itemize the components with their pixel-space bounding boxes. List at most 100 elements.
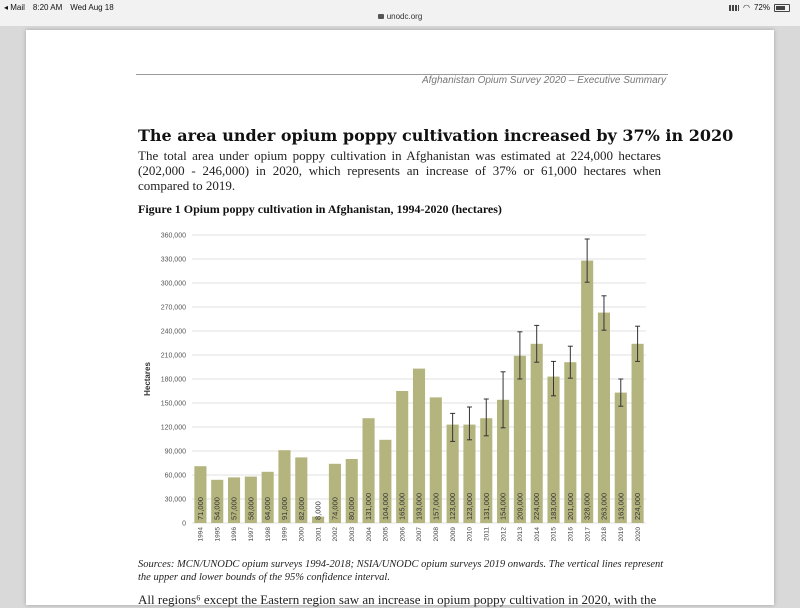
x-tick-label: 1998 (265, 527, 272, 542)
bar (614, 392, 627, 523)
value-label: 154,000 (499, 493, 508, 520)
y-tick-label: 180,000 (161, 377, 186, 384)
ios-status-bar: ◂ Mail 8:20 AM Wed Aug 18 unodc.org ◠ 72… (0, 0, 800, 26)
back-to-mail-link[interactable]: ◂ Mail (4, 3, 25, 12)
x-tick-label: 2014 (534, 527, 541, 542)
figure-title: Figure 1 Opium poppy cultivation in Afgh… (138, 202, 502, 216)
y-tick-label: 0 (182, 521, 186, 528)
status-time: 8:20 AM (32, 3, 63, 12)
bar (581, 260, 594, 523)
x-tick-label: 1996 (231, 527, 238, 542)
figure-sources: Sources: MCN/UNODC opium surveys 1994-20… (138, 559, 664, 583)
y-axis-label: Hectares (143, 362, 152, 396)
value-label: 91,000 (280, 497, 289, 520)
value-label: 163,000 (616, 493, 625, 520)
x-tick-label: 2019 (618, 527, 625, 542)
x-tick-label: 2007 (416, 527, 423, 542)
bar (211, 479, 224, 523)
status-date: Wed Aug 18 (70, 3, 114, 12)
x-tick-label: 1995 (214, 527, 221, 542)
x-tick-label: 2001 (315, 527, 322, 542)
x-tick-label: 2017 (584, 527, 591, 542)
bar (362, 418, 375, 523)
section-heading: The area under opium poppy cultivation i… (138, 126, 734, 145)
bar (547, 376, 560, 523)
battery-percent: 72% (753, 3, 770, 12)
x-tick-label: 2005 (383, 527, 390, 542)
x-tick-label: 1997 (248, 527, 255, 542)
x-tick-label: 2002 (332, 527, 339, 542)
bar (513, 355, 526, 523)
x-tick-label: 2003 (349, 527, 356, 542)
bar (312, 516, 325, 523)
x-tick-label: 2010 (467, 527, 474, 542)
address-bar[interactable]: unodc.org (0, 12, 800, 21)
value-label: 123,000 (465, 493, 474, 520)
y-tick-label: 360,000 (161, 233, 186, 240)
y-tick-label: 30,000 (165, 497, 187, 504)
value-label: 131,000 (364, 493, 373, 520)
bar (530, 343, 543, 523)
y-tick-label: 90,000 (165, 449, 187, 456)
bar (480, 418, 493, 523)
x-tick-label: 2013 (517, 527, 524, 542)
bar (429, 397, 442, 523)
x-tick-label: 2020 (635, 527, 642, 542)
bar (278, 450, 291, 523)
y-tick-label: 60,000 (165, 473, 187, 480)
value-label: 8,000 (314, 501, 323, 520)
bar (227, 477, 241, 523)
value-label: 54,000 (213, 497, 222, 520)
bar (497, 399, 510, 523)
value-label: 80,000 (347, 497, 356, 520)
bar (295, 457, 308, 523)
document-page: Afghanistan Opium Survey 2020 – Executiv… (26, 30, 774, 607)
bar (194, 466, 207, 523)
y-tick-label: 120,000 (161, 425, 186, 432)
value-label: 71,000 (196, 497, 205, 520)
bar (631, 343, 644, 523)
y-tick-label: 330,000 (161, 257, 186, 264)
bar (261, 471, 274, 523)
value-label: 209,000 (515, 493, 524, 520)
battery-icon (774, 3, 790, 12)
x-tick-label: 2018 (601, 527, 608, 542)
bar (463, 424, 476, 523)
x-tick-label: 2008 (433, 527, 440, 542)
bar (446, 424, 459, 523)
value-label: 263,000 (599, 493, 608, 520)
value-label: 74,000 (330, 497, 339, 520)
y-tick-label: 150,000 (161, 401, 186, 408)
x-tick-label: 2009 (450, 527, 457, 542)
bar (244, 476, 257, 523)
value-label: 224,000 (633, 493, 642, 520)
status-left: ◂ Mail 8:20 AM Wed Aug 18 (4, 3, 114, 12)
x-tick-label: 2015 (551, 527, 558, 542)
x-tick-label: 2012 (500, 527, 507, 542)
bar (564, 362, 577, 523)
value-label: 64,000 (263, 497, 272, 520)
bar (379, 439, 392, 523)
value-label: 224,000 (532, 493, 541, 520)
value-label: 165,000 (398, 493, 407, 520)
y-tick-label: 240,000 (161, 329, 186, 336)
running-header: Afghanistan Opium Survey 2020 – Executiv… (421, 75, 666, 86)
header-rule (136, 74, 668, 75)
value-label: 157,000 (431, 493, 440, 520)
status-right: ◠ 72% (729, 3, 790, 12)
value-label: 123,000 (448, 493, 457, 520)
wifi-icon: ◠ (743, 3, 750, 12)
x-tick-label: 1999 (282, 527, 289, 542)
bar (597, 312, 611, 523)
y-tick-label: 300,000 (161, 281, 186, 288)
x-tick-label: 2011 (483, 527, 490, 541)
value-label: 183,000 (549, 493, 558, 520)
value-label: 82,000 (297, 497, 306, 520)
x-tick-label: 1994 (198, 527, 205, 542)
x-tick-label: 2016 (568, 527, 575, 542)
x-tick-label: 2006 (399, 527, 406, 542)
value-label: 57,000 (230, 497, 239, 520)
bar (396, 391, 409, 523)
value-label: 328,000 (583, 493, 592, 520)
intro-paragraph: The total area under opium poppy cultiva… (138, 148, 661, 193)
